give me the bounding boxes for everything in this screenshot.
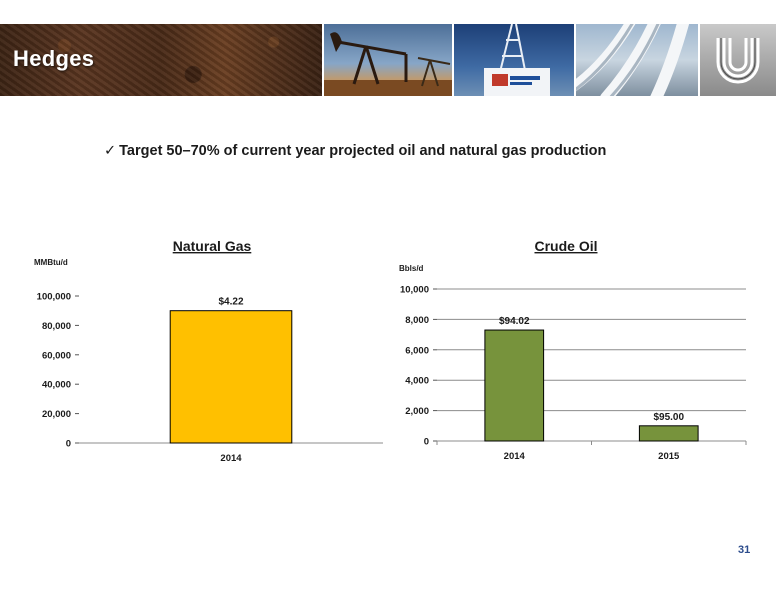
pipeline-photo [576,24,698,96]
bar [638,425,699,442]
y-tick-label: 100,000 [37,292,71,303]
data-label: $95.00 [653,412,684,423]
x-tick-label: 2014 [220,453,242,464]
pumpjack-photo [324,24,452,96]
y-axis-unit-label: MMBtu/d [34,258,68,267]
company-logo [700,24,776,96]
header-banner: Hedges [0,24,776,96]
y-tick-label: 80,000 [42,321,71,332]
drilling-rig-photo [454,24,574,96]
data-label: $4.22 [218,297,243,308]
page-title: Hedges [13,46,95,71]
header-texture [0,24,322,96]
page-number: 31 [738,544,751,556]
crude-oil-chart: Crude Oil Bbls/d 0 2,000 4,000 6,000 8,000 10,0… [380,230,760,470]
chart-title: Natural Gas [173,238,252,254]
x-tick-label: 2014 [504,451,526,462]
x-tick-label: 2015 [658,451,680,462]
checkmark-icon: ✓ [104,143,117,159]
crude-oil-chart-svg: Crude Oil Bbls/d 0 2,000 4,000 6,000 8,000 10,0… [399,238,747,462]
y-tick-label: 20,000 [42,409,71,420]
y-axis-unit-label: Bbls/d [399,264,424,273]
y-tick-label: 8,000 [405,315,429,326]
y-tick-label: 40,000 [42,380,71,391]
bar [169,310,293,444]
y-tick-label: 60,000 [42,350,71,361]
y-tick-label: 4,000 [405,376,429,387]
natural-gas-chart-svg: Natural Gas MMBtu/d 0 20,000 40,000 60,000 80,… [34,238,383,464]
chart-title: Crude Oil [534,238,597,254]
natural-gas-chart: Natural Gas MMBtu/d 0 20,000 40,000 60,000 80,… [22,230,402,470]
bullet-point: ✓ Target 50–70% of current year projected… [104,143,606,159]
y-tick-label: 6,000 [405,345,429,356]
bullet-text: Target 50–70% of current year projected … [119,143,607,159]
y-tick-label: 0 [66,439,71,450]
bar [484,329,545,442]
y-tick-label: 0 [424,437,429,448]
y-tick-label: 2,000 [405,406,429,417]
y-tick-label: 10,000 [400,285,429,296]
data-label: $94.02 [499,316,530,327]
